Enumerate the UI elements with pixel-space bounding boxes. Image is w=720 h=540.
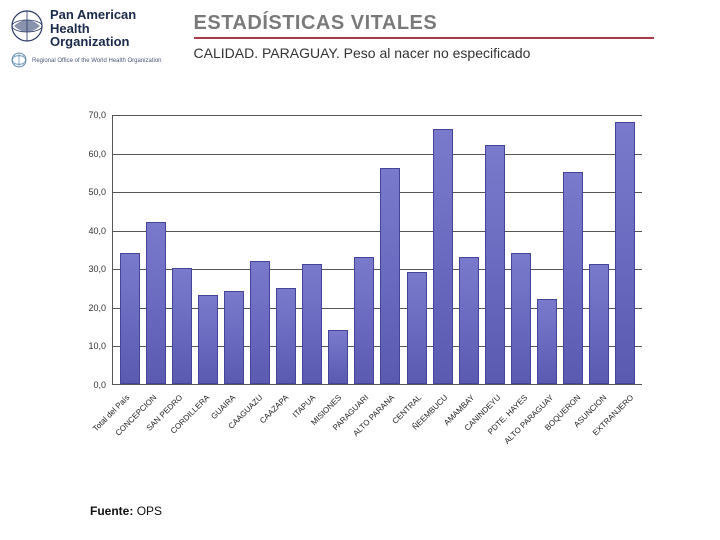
bar (250, 261, 270, 384)
bar (563, 172, 583, 384)
globe-icon (10, 9, 44, 48)
bar (172, 268, 192, 384)
source-label: Fuente: (90, 504, 133, 518)
bar (328, 330, 348, 384)
title-block: ESTADÍSTICAS VITALES CALIDAD. PARAGUAY. … (174, 8, 710, 61)
who-icon (10, 51, 28, 71)
bar (407, 272, 427, 384)
bar (459, 257, 479, 384)
source-note: Fuente: OPS (90, 504, 162, 518)
who-logo: Regional Office of the World Health Orga… (10, 51, 162, 71)
source-value: OPS (137, 504, 162, 518)
bar (198, 295, 218, 384)
y-tick-label: 0,0 (70, 380, 106, 390)
y-tick-label: 40,0 (70, 226, 106, 236)
y-tick-label: 60,0 (70, 149, 106, 159)
logo-block: Pan American Health Organization Regiona… (10, 8, 162, 71)
bar (433, 129, 453, 384)
title-underline (194, 37, 654, 39)
bar (302, 264, 322, 384)
bar (615, 122, 635, 384)
y-tick-label: 30,0 (70, 264, 106, 274)
page-title: ESTADÍSTICAS VITALES (194, 12, 710, 35)
paho-logo: Pan American Health Organization (10, 8, 162, 49)
bar (589, 264, 609, 384)
bar (380, 168, 400, 384)
org-line1: Pan American (50, 8, 136, 22)
bar (224, 291, 244, 384)
bar (276, 288, 296, 384)
bar (485, 145, 505, 384)
org-line2: Health (50, 22, 136, 36)
paho-org-name: Pan American Health Organization (50, 8, 136, 49)
plot-area (112, 115, 642, 385)
header: Pan American Health Organization Regiona… (0, 0, 720, 73)
bar (511, 253, 531, 384)
y-tick-label: 70,0 (70, 110, 106, 120)
bar-chart: 0,010,020,030,040,050,060,070,0 Total de… (70, 115, 650, 445)
who-tagline: Regional Office of the World Health Orga… (32, 58, 162, 64)
y-tick-label: 10,0 (70, 341, 106, 351)
x-axis-labels: Total del PaísCONCEPCIONSAN PEDROCORDILL… (112, 387, 642, 467)
org-line3: Organization (50, 35, 136, 49)
bar (120, 253, 140, 384)
bar (146, 222, 166, 384)
bar (354, 257, 374, 384)
y-tick-label: 50,0 (70, 187, 106, 197)
bar (537, 299, 557, 384)
y-tick-label: 20,0 (70, 303, 106, 313)
page-subtitle: CALIDAD. PARAGUAY. Peso al nacer no espe… (194, 45, 710, 61)
bars-container (113, 115, 642, 384)
